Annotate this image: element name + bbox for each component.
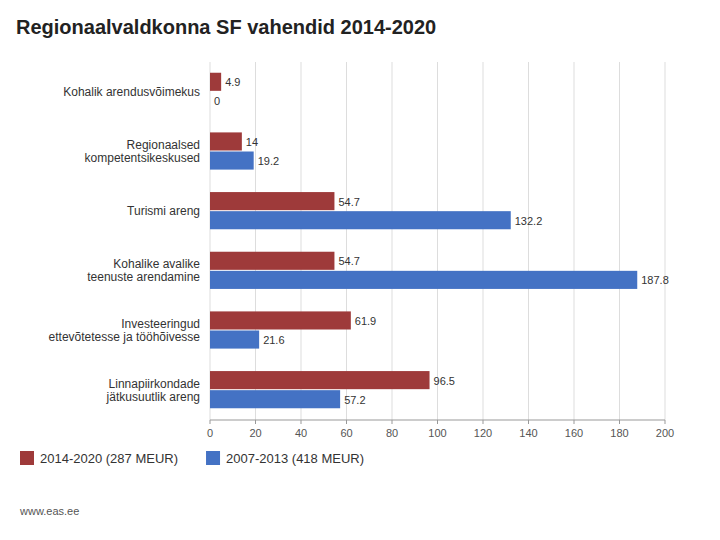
grid-line	[346, 62, 347, 420]
data-label: 21.6	[263, 334, 284, 346]
grid-line	[437, 62, 438, 420]
grid-line	[301, 62, 302, 420]
category-label: Regionaalsedkompetentsikeskused	[85, 138, 200, 165]
tick-mark	[392, 420, 393, 424]
category-label-line: Linnapiirkondade	[109, 377, 201, 391]
grid-line	[210, 62, 211, 420]
bar	[210, 311, 351, 329]
tick-mark	[665, 420, 666, 424]
title: Regionaalvaldkonna SF vahendid 2014-2020	[16, 16, 436, 38]
data-label: 54.7	[338, 255, 359, 267]
category-label: Kohalik arendusvõimekus	[63, 85, 200, 99]
tick-label: 100	[428, 427, 446, 439]
grid-line	[483, 62, 484, 420]
bar	[210, 73, 221, 91]
grid-line	[255, 62, 256, 420]
annotation: www.eas.ee	[19, 505, 79, 517]
category-label-line: Kohalike avalike	[113, 257, 200, 271]
tick-mark	[619, 420, 620, 424]
category-label-line: Kohalik arendusvõimekus	[63, 85, 200, 99]
grid-line	[665, 62, 666, 420]
grid-line	[392, 62, 393, 420]
data-labels: 4.9 14 54.7 54.7 61.9 96.5 0 19.2 132.2 187.8 21.6…	[214, 76, 669, 405]
bar	[210, 92, 211, 110]
tick-label: 0	[207, 427, 213, 439]
bar	[210, 331, 259, 349]
tick-label: 180	[610, 427, 628, 439]
bar	[210, 132, 242, 150]
category-label-line: Regionaalsed	[127, 138, 200, 152]
data-label: 4.9	[225, 76, 240, 88]
data-label: 19.2	[258, 155, 279, 167]
tick-mark	[574, 420, 575, 424]
tick-mark	[255, 420, 256, 424]
legend-label: 2007-2013 (418 MEUR)	[226, 451, 364, 466]
chart-container: Regionaalvaldkonna SF vahendid 2014-2020…	[0, 0, 720, 540]
data-label: 0	[214, 95, 220, 107]
tick-mark	[483, 420, 484, 424]
tick-label: 80	[386, 427, 398, 439]
tick-mark	[346, 420, 347, 424]
bar	[210, 371, 430, 389]
tick-label: 120	[474, 427, 492, 439]
bar	[210, 192, 334, 210]
legend-label: 2014-2020 (287 MEUR)	[40, 451, 178, 466]
x-axis: 020406080100120140160180200	[207, 62, 674, 439]
data-label: 187.8	[641, 274, 669, 286]
tick-label: 200	[656, 427, 674, 439]
bar	[210, 211, 511, 229]
bars	[210, 73, 637, 409]
data-label: 14	[246, 136, 258, 148]
grid-line	[528, 62, 529, 420]
data-label: 57.2	[344, 394, 365, 406]
category-label-line: Investeeringud	[121, 317, 200, 331]
grid-line	[619, 62, 620, 420]
data-label: 96.5	[434, 375, 455, 387]
grid-line	[574, 62, 575, 420]
category-label-line: jätkusuutlik areng	[106, 390, 200, 404]
category-label-line: kompetentsikeskused	[85, 151, 200, 165]
data-label: 54.7	[338, 196, 359, 208]
tick-label: 140	[519, 427, 537, 439]
tick-label: 60	[340, 427, 352, 439]
category-label-line: Turismi areng	[127, 204, 200, 218]
category-label: Turismi areng	[127, 204, 200, 218]
tick-mark	[210, 420, 211, 424]
category-label-line: teenuste arendamine	[87, 270, 200, 284]
tick-label: 40	[295, 427, 307, 439]
category-label: Investeeringudettevõtetesse ja tööhõives…	[49, 317, 201, 344]
tick-mark	[301, 420, 302, 424]
legend: 2014-2020 (287 MEUR) 2007-2013 (418 MEUR)	[20, 451, 364, 466]
legend-swatch	[206, 451, 220, 465]
bar	[210, 252, 334, 270]
tick-label: 20	[249, 427, 261, 439]
data-label: 132.2	[515, 215, 543, 227]
y-axis: Kohalik arendusvõimekus Regionaalsedkompe…	[49, 85, 201, 404]
tick-mark	[528, 420, 529, 424]
axis-line	[210, 420, 665, 421]
chart: Regionaalvaldkonna SF vahendid 2014-2020…	[0, 0, 720, 540]
category-label-line: ettevõtetesse ja tööhõivesse	[49, 330, 201, 344]
bar	[210, 152, 254, 170]
tick-mark	[437, 420, 438, 424]
category-label: Kohalike avaliketeenuste arendamine	[87, 257, 200, 284]
data-label: 61.9	[355, 315, 376, 327]
legend-swatch	[20, 451, 34, 465]
bar	[210, 390, 340, 408]
category-label: Linnapiirkondadejätkusuutlik areng	[106, 377, 201, 404]
bar	[210, 271, 637, 289]
tick-label: 160	[565, 427, 583, 439]
